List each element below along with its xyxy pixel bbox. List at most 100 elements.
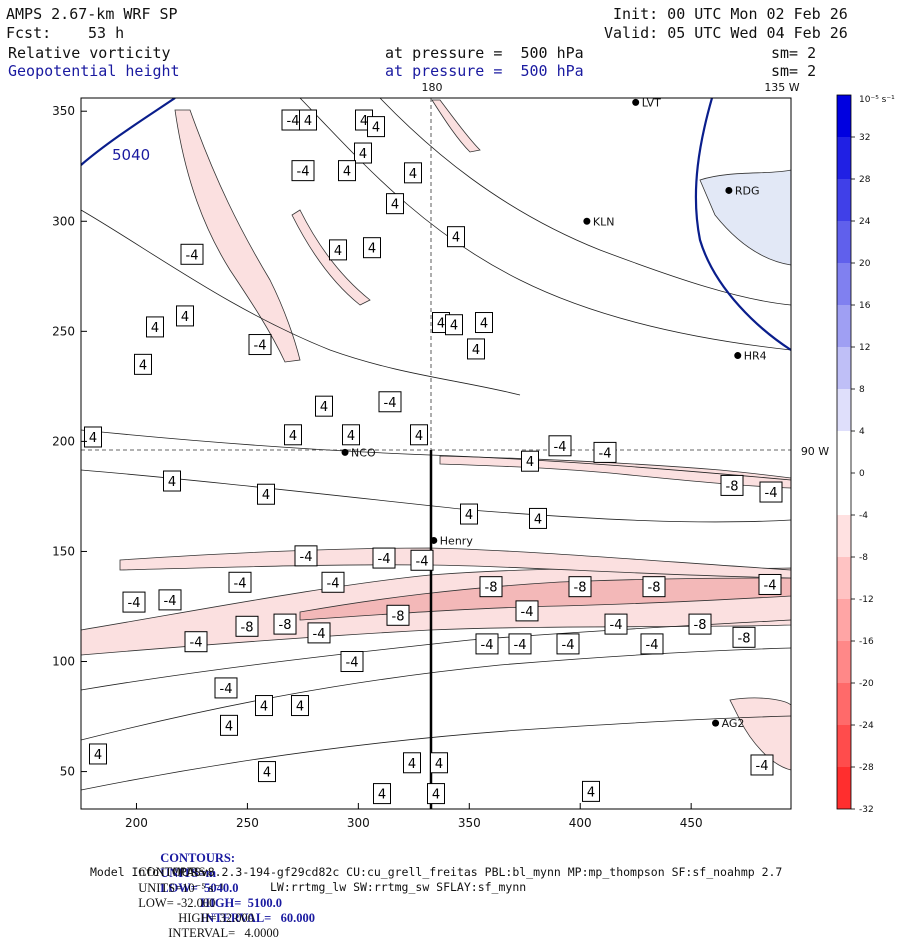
colorbar-swatch [837, 263, 851, 305]
forecast-label: Fcst: [6, 24, 52, 42]
contour-value-label: -4 [759, 481, 783, 503]
contour-label-text: 4 [378, 788, 386, 803]
colorbar-level-label: -4 [859, 511, 868, 521]
x-tick-label: 350 [458, 816, 481, 830]
contour-value-label: 4 [84, 426, 102, 448]
colorbar-level-label: 32 [859, 133, 870, 143]
contour-label-text: -4 [378, 552, 391, 567]
contour-label-box [315, 395, 333, 417]
contour-label-text: -8 [485, 581, 498, 596]
contour-label-text: -4 [128, 596, 141, 611]
contour-label-text: 4 [94, 748, 102, 763]
contour-label-text: -4 [164, 594, 177, 609]
contour-label-box [258, 761, 276, 783]
contour-label-text: -4 [190, 636, 203, 651]
contour-label-box [291, 695, 309, 717]
contour-label-text: -4 [765, 486, 778, 501]
contour-value-label: 4 [467, 338, 485, 360]
colorbar-swatch [837, 473, 851, 515]
contour-label-box [593, 441, 617, 463]
contour-label-text: -8 [726, 479, 739, 494]
colorbar-level-label: -8 [859, 553, 868, 563]
neg-vorticity-band [119, 547, 791, 579]
contour-label-text: -8 [574, 581, 587, 596]
contour-label-box [515, 600, 539, 622]
contour-label-text: -4 [300, 550, 313, 565]
colorbar-level-label: -12 [859, 595, 874, 605]
contour-label-box [548, 435, 572, 457]
contour-value-label: -4 [372, 547, 396, 569]
model-title: AMPS 2.67-km WRF SP [6, 5, 178, 23]
contour-label-text: 4 [372, 121, 380, 136]
contour-label-text: -4 [764, 578, 777, 593]
contour-value-label: -8 [732, 626, 756, 648]
model-info: Model Info: MPASv8.2.3-194-gf29cd82c CU:… [90, 865, 783, 879]
contour-value-label: 4 [315, 395, 333, 417]
contour-label-box [475, 633, 499, 655]
contour-label-box [568, 576, 592, 598]
height-contour-units: UNITS=m [160, 866, 216, 880]
y-tick-label: 200 [52, 434, 75, 448]
contour-label-box [248, 334, 272, 356]
contour-label-box [307, 622, 331, 644]
colorbar-level-label: 24 [859, 217, 871, 227]
contour-value-label: 4 [582, 780, 600, 802]
contour-value-label: 4 [257, 483, 275, 505]
meridian-180-label: 180 [422, 81, 443, 94]
contour-value-label: -4 [378, 391, 402, 413]
contour-label-box [447, 226, 465, 248]
contour-label-text: 4 [435, 757, 443, 772]
neg-vorticity-band [431, 99, 481, 153]
contour-value-label: -4 [475, 633, 499, 655]
colorbar-level-label: -16 [859, 637, 874, 647]
contour-label-text: -4 [481, 638, 494, 653]
contour-label-box [529, 507, 547, 529]
contour-label-box [338, 160, 356, 182]
contour-value-label: -4 [291, 160, 315, 182]
contour-label-box [299, 109, 317, 131]
contour-label-box [176, 305, 194, 327]
contour-label-text: 4 [450, 319, 458, 334]
contour-value-label: -4 [340, 651, 364, 673]
contour-label-text: 4 [408, 757, 416, 772]
contour-value-label: 4 [291, 695, 309, 717]
contour-value-label: -4 [758, 573, 782, 595]
contour-label-box [134, 353, 152, 375]
station-marker [430, 536, 438, 544]
station-marker [632, 98, 640, 106]
contour-value-label: 4 [386, 193, 404, 215]
contour-label-text: 4 [347, 429, 355, 444]
colorbar-level-label: 28 [859, 175, 871, 185]
colorbar-level-label: 16 [859, 301, 871, 311]
pos-vorticity-patch [699, 169, 791, 266]
x-tick-label: 200 [125, 816, 148, 830]
x-tick-label: 250 [236, 816, 259, 830]
valid-time: Valid: 05 UTC Wed 04 Feb 26 [604, 24, 848, 42]
colorbar-level-label: 0 [859, 469, 865, 479]
contour-value-label: 4 [146, 316, 164, 338]
contour-label-box [84, 426, 102, 448]
vort-contour-label: CONTOURS: [138, 865, 209, 879]
contour-value-label: -8 [568, 576, 592, 598]
latitude-90w-label: 90 W [801, 445, 829, 458]
contour-label-box [342, 424, 360, 446]
contour-value-label: 4 [299, 109, 317, 131]
contour-label-text: 4 [89, 431, 97, 446]
contour-label-box [688, 613, 712, 635]
contour-label-text: -4 [756, 759, 769, 774]
contour-label-box [386, 604, 410, 626]
contour-label-text: -4 [186, 248, 199, 263]
contour-value-label: 4 [284, 424, 302, 446]
contour-value-label: -4 [410, 549, 434, 571]
height-contour-label: CONTOURS: [160, 851, 236, 865]
colorbar-swatch [837, 347, 851, 389]
contour-value-label: 4 [475, 312, 493, 334]
contour-label-text: 4 [409, 167, 417, 182]
field1-level: at pressure = 500 hPa [385, 44, 584, 62]
contour-value-label: 4 [338, 160, 356, 182]
contour-label-box [273, 613, 297, 635]
y-tick-label: 300 [52, 214, 75, 228]
x-tick-label: 300 [347, 816, 370, 830]
contour-value-label: 4 [403, 752, 421, 774]
contour-value-label: 4 [447, 226, 465, 248]
